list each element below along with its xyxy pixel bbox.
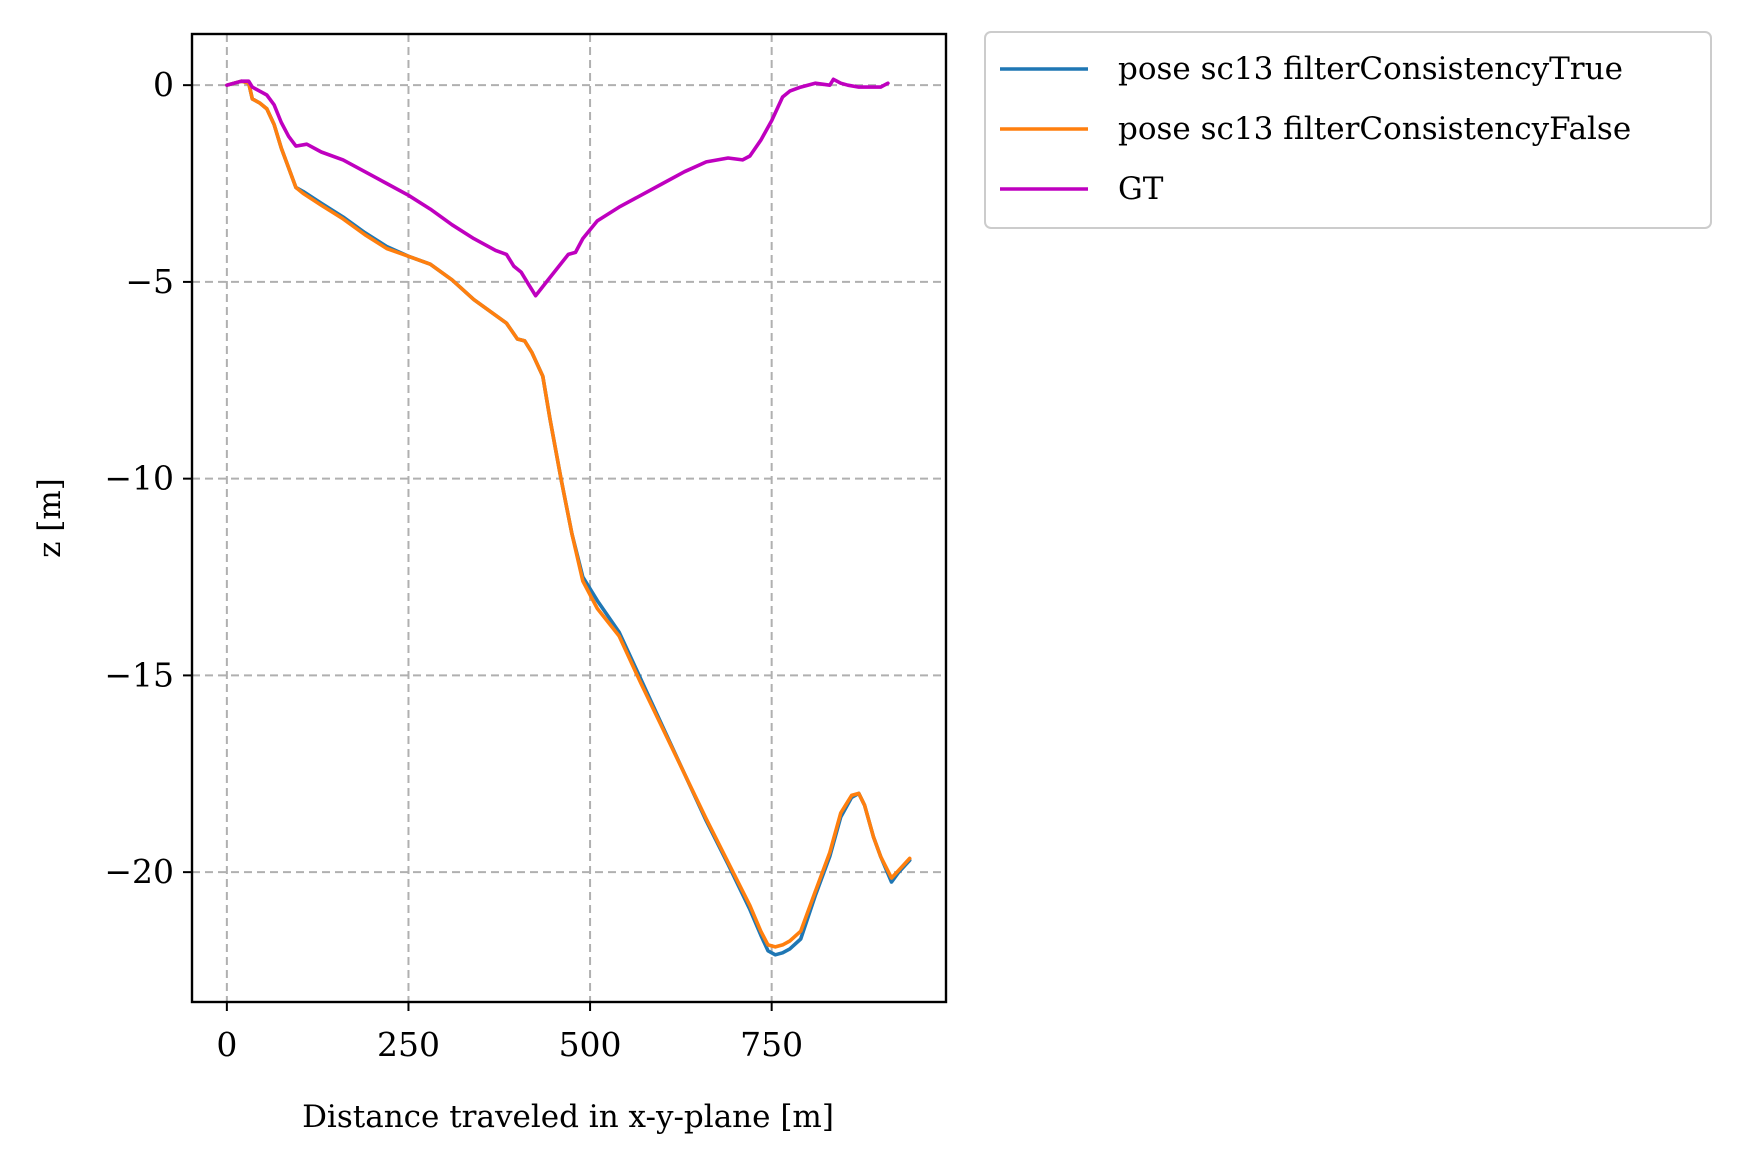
x-tick-label: 0 bbox=[216, 1025, 237, 1064]
y-tick-label: −15 bbox=[104, 655, 174, 694]
x-tick-label: 250 bbox=[377, 1025, 440, 1064]
y-axis-label: z [m] bbox=[32, 478, 68, 558]
series-layer bbox=[225, 77, 912, 957]
y-tick-label: −5 bbox=[125, 262, 174, 301]
y-tick-label: −10 bbox=[104, 459, 174, 498]
x-axis-ticks: 0 250 500 750 bbox=[216, 1002, 803, 1064]
plot-frame bbox=[190, 32, 948, 1004]
legend-entries: pose sc13 filterConsistencyTrue pose sc13… bbox=[1000, 51, 1631, 207]
legend-label-1: pose sc13 filterConsistencyTrue bbox=[1118, 51, 1623, 87]
grid bbox=[192, 34, 946, 1002]
legend: pose sc13 filterConsistencyTrue pose sc13… bbox=[984, 31, 1712, 229]
y-tick-label: 0 bbox=[153, 65, 174, 104]
x-tick-label: 750 bbox=[740, 1025, 803, 1064]
x-tick-label: 500 bbox=[559, 1025, 622, 1064]
legend-label-3: GT bbox=[1118, 171, 1164, 207]
series-line-2 bbox=[225, 79, 912, 949]
series-line-3 bbox=[225, 77, 890, 298]
legend-box bbox=[984, 31, 1712, 229]
y-tick-label: −20 bbox=[104, 852, 174, 891]
legend-label-2: pose sc13 filterConsistencyFalse bbox=[1118, 111, 1631, 147]
y-axis-ticks: 0 −5 −10 −15 −20 bbox=[104, 65, 192, 891]
x-axis-label: Distance traveled in x-y-plane [m] bbox=[302, 1099, 834, 1135]
